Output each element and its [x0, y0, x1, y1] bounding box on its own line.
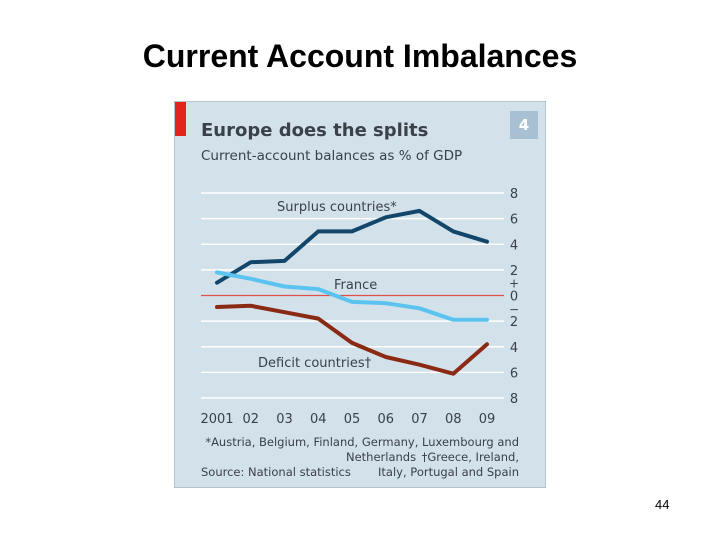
y-tick-label: 6: [510, 213, 518, 228]
y-tick-label: 8: [510, 187, 518, 202]
y-tick-label: 6: [510, 366, 518, 381]
chart-title: Europe does the splits: [201, 120, 428, 141]
footnote-line-1: *Austria, Belgium, Finland, Germany, Lux…: [205, 435, 519, 449]
x-tick-label: 08: [445, 412, 462, 427]
x-tick-label: 04: [310, 412, 327, 427]
footnote-line-3: Italy, Portugal and Spain: [378, 465, 519, 479]
y-tick-label: 2: [510, 264, 518, 279]
y-tick-labels: 8 6 4 2 0 2 4 6 8 + −: [509, 187, 519, 407]
x-tick-label: 05: [344, 412, 361, 427]
y-tick-label: 8: [510, 392, 518, 407]
series-line-france: [215, 270, 489, 322]
series-lines: [215, 208, 489, 376]
x-tick-label: 03: [276, 412, 293, 427]
y-tick-label: 4: [510, 341, 518, 356]
series-label-surplus: Surplus countries*: [277, 200, 397, 215]
chart-number: 4: [519, 116, 529, 134]
x-tick-label: 02: [242, 412, 259, 427]
x-tick-labels: 2001 02 03 04 05 06 07 08 09: [200, 412, 495, 427]
x-tick-label: 2001: [200, 412, 233, 427]
x-tick-label: 07: [411, 412, 428, 427]
footnote-line-2a: Netherlands: [346, 450, 416, 464]
y-sign-minus: −: [509, 302, 519, 316]
chart-subtitle: Current-account balances as % of GDP: [201, 148, 462, 164]
series-line-surplus: [215, 208, 489, 285]
y-tick-label: 4: [510, 238, 518, 253]
y-sign-plus: +: [509, 277, 519, 291]
chart-frame: [174, 101, 546, 488]
y-tick-label: 0: [510, 290, 518, 305]
x-tick-label: 09: [479, 412, 496, 427]
footnote-line-2b: †Greece, Ireland,: [422, 450, 519, 464]
y-tick-label: 2: [510, 315, 518, 330]
series-label-france: France: [334, 278, 377, 293]
x-tick-label: 06: [377, 412, 394, 427]
source-note: Source: National statistics: [201, 465, 351, 479]
series-line-deficit: [215, 303, 489, 376]
accent-bar: [175, 102, 186, 136]
chart-figure: 4 Europe does the splits Current-account…: [174, 101, 546, 488]
series-label-deficit: Deficit countries†: [258, 356, 372, 371]
page-number: 44: [655, 497, 670, 512]
slide-title: Current Account Imbalances: [142, 38, 578, 74]
chart-number-badge: [510, 111, 538, 139]
